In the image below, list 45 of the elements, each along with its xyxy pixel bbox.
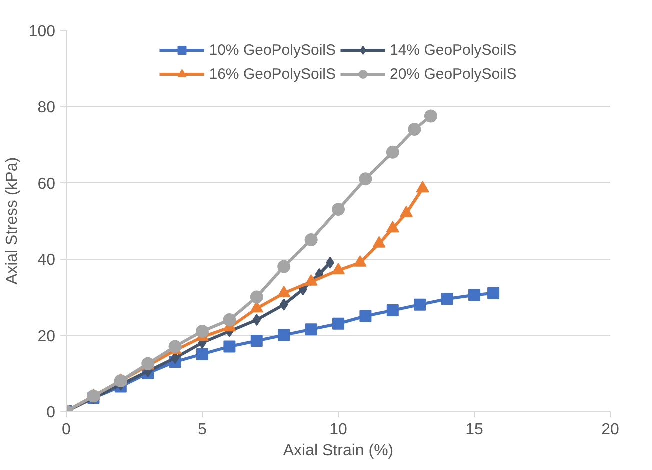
legend-label: 10% GeoPolySoilS <box>209 42 336 58</box>
point <box>304 234 318 247</box>
y-axis-title: Axial Stress (kPa) <box>4 157 21 285</box>
point <box>332 318 344 330</box>
x-tick-label: 20 <box>602 422 620 438</box>
y-tick-label: 60 <box>38 176 56 193</box>
point <box>196 348 208 360</box>
point <box>278 329 290 342</box>
x-tick-label: 5 <box>198 422 208 438</box>
x-axis-title: Axial Strain (%) <box>283 442 394 460</box>
point <box>326 256 335 269</box>
y-tick-label: 20 <box>38 328 56 346</box>
point <box>223 314 236 327</box>
point <box>386 146 400 159</box>
point <box>250 290 264 304</box>
point <box>168 340 182 354</box>
point <box>278 260 291 274</box>
point <box>224 340 236 353</box>
point <box>424 110 438 123</box>
point <box>359 172 372 186</box>
y-tick-label: 100 <box>28 24 56 40</box>
y-tick-label: 80 <box>38 100 56 117</box>
x-tick-label: 0 <box>62 422 72 438</box>
point <box>441 293 454 306</box>
legend-label: 16% GeoPolySoilS <box>209 66 336 82</box>
point <box>280 298 288 311</box>
point <box>196 325 209 338</box>
legend-label: 14% GeoPolySoilS <box>390 42 517 58</box>
point <box>250 335 263 348</box>
legend-label: 20% GeoPolySoilS <box>390 66 517 82</box>
point <box>360 310 372 322</box>
point <box>114 374 128 388</box>
point <box>408 123 422 136</box>
point <box>468 289 480 302</box>
point <box>488 287 500 300</box>
point <box>305 324 318 336</box>
point <box>87 390 100 403</box>
y-tick-label: 0 <box>46 404 56 422</box>
point <box>332 203 345 216</box>
y-tick-label: 40 <box>38 252 56 270</box>
point <box>252 314 262 326</box>
point <box>414 298 426 311</box>
x-tick-label: 10 <box>330 422 348 438</box>
point <box>386 304 399 317</box>
x-tick-label: 15 <box>466 422 484 438</box>
